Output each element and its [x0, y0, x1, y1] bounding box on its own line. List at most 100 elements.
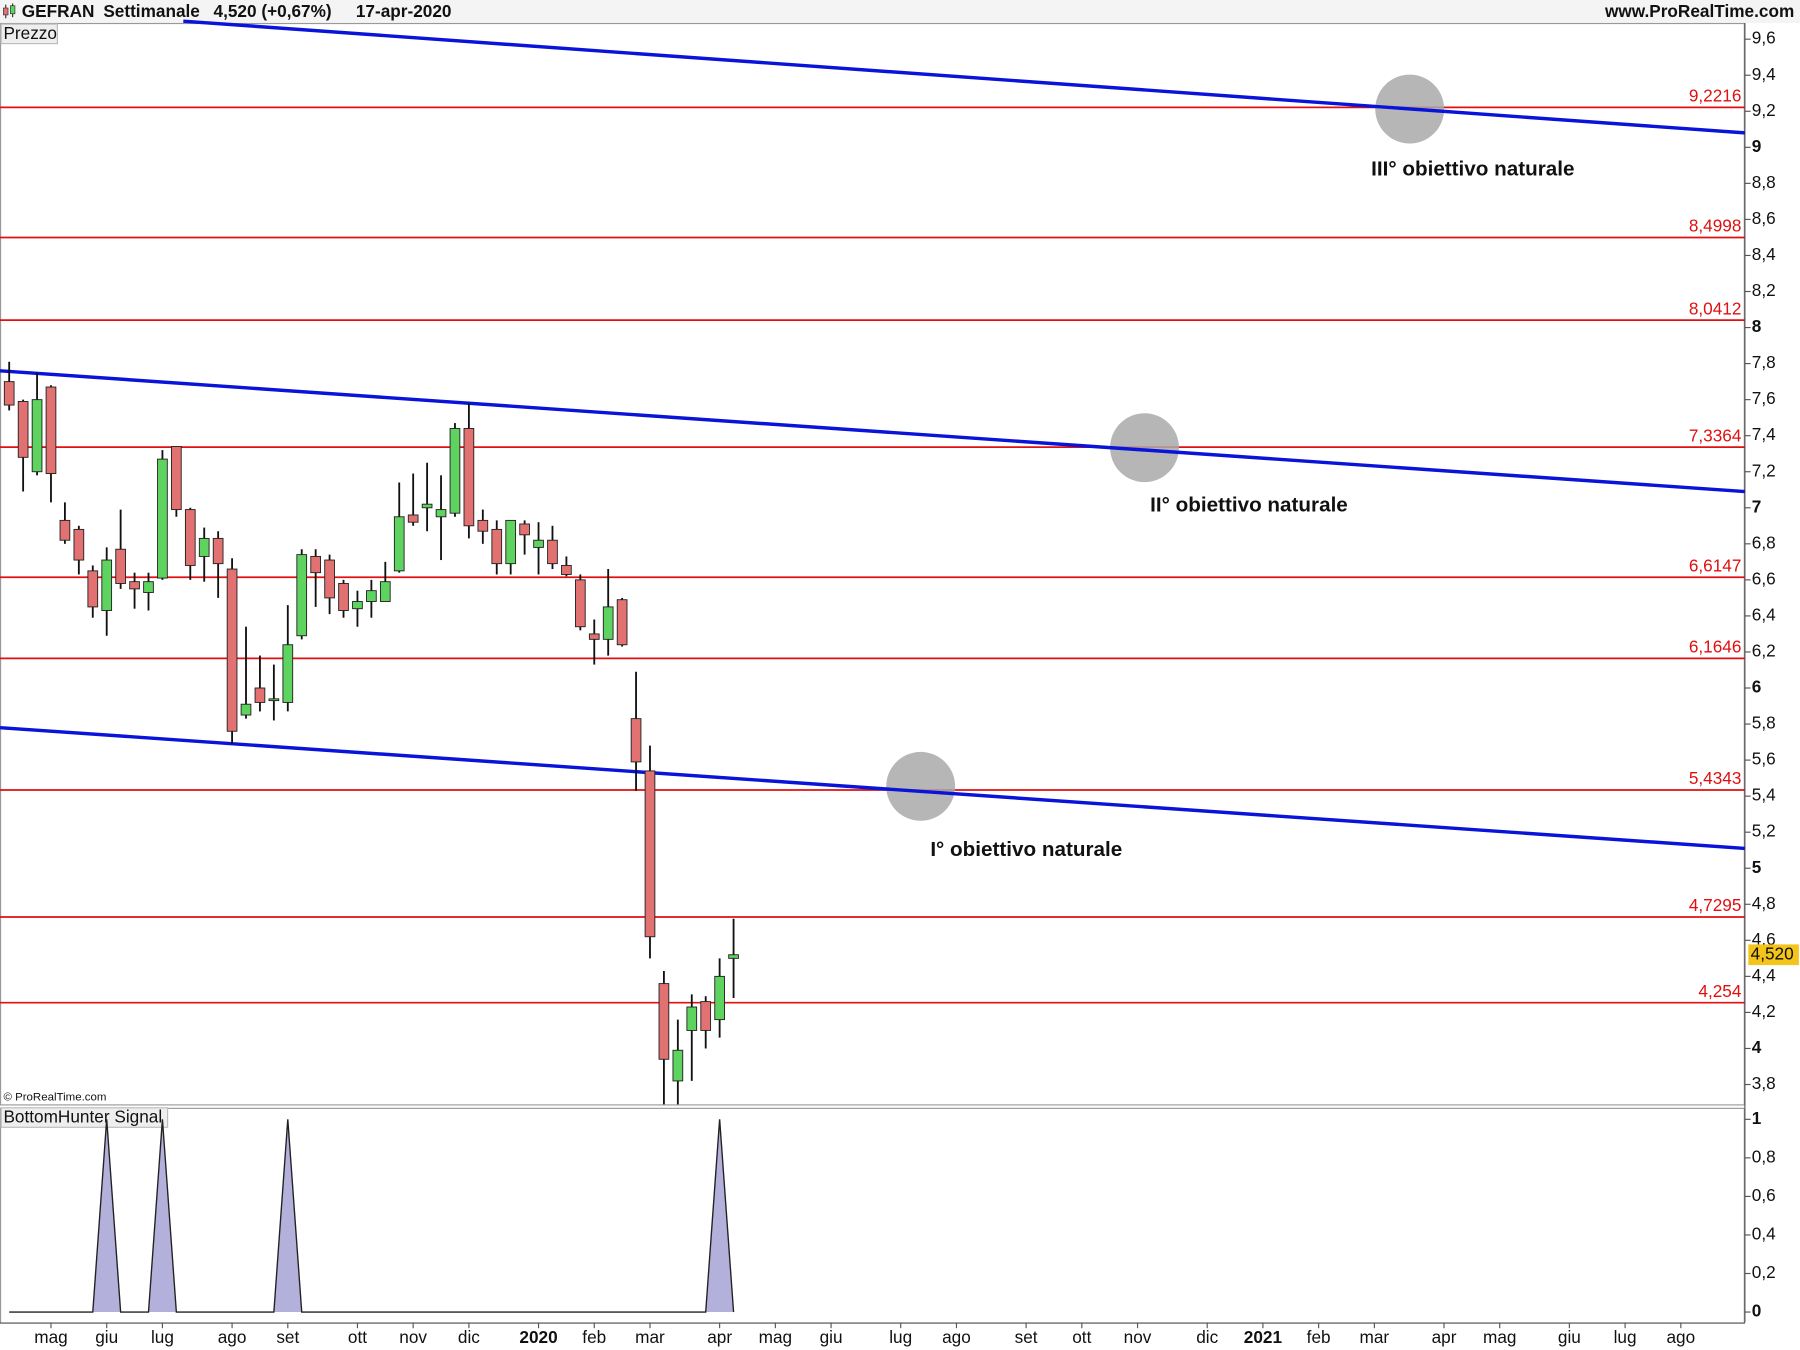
candle-body [477, 519, 489, 532]
copyright: © ProRealTime.com [3, 1091, 106, 1103]
candle-body [421, 503, 433, 509]
symbol: GEFRAN [22, 1, 95, 21]
panel-label: BottomHunter Signal [3, 1107, 162, 1127]
candle-body [31, 399, 43, 473]
level-label: 4,254 [1698, 981, 1741, 1001]
app-icon [3, 3, 16, 19]
y-tick-label: 4 [1752, 1037, 1762, 1057]
candle-body [310, 555, 321, 574]
y-tick-label: 9 [1752, 136, 1762, 156]
y-tick-label: 6,8 [1752, 532, 1776, 552]
y-tick-label: 6,2 [1752, 641, 1776, 661]
candle-body [700, 1001, 712, 1031]
x-tick-label: mag [759, 1327, 792, 1347]
y-tick-label: 6,6 [1752, 568, 1776, 588]
y-tick-label: 0,2 [1752, 1262, 1776, 1282]
x-tick-label: dic [1196, 1327, 1218, 1347]
x-tick-label: dic [458, 1327, 480, 1347]
y-tick-label: 6,4 [1752, 604, 1776, 624]
x-tick-label: nov [1124, 1327, 1152, 1347]
x-tick-label: set [276, 1327, 299, 1347]
candle-body [366, 590, 377, 602]
candle-body [463, 428, 475, 527]
level-label: 6,6147 [1689, 555, 1742, 575]
x-tick-label: mar [635, 1327, 665, 1347]
y-tick-label: 0 [1752, 1301, 1762, 1321]
level-label: 6,1646 [1689, 637, 1742, 657]
candle-body [547, 539, 558, 565]
candle-body [171, 446, 182, 511]
y-tick-label: 7,6 [1752, 388, 1776, 408]
x-tick-label: nov [399, 1327, 427, 1347]
y-tick-label: 4,6 [1752, 929, 1776, 949]
y-tick-label: 1 [1752, 1108, 1762, 1128]
candle-body [407, 514, 419, 523]
candle-body [240, 703, 252, 716]
candle-body [686, 1006, 698, 1031]
date: 17-apr-2020 [356, 1, 452, 21]
x-tick-label: giu [95, 1327, 118, 1347]
x-tick-label: mag [34, 1327, 67, 1347]
panel-label-box [0, 1107, 169, 1128]
candle-body [45, 386, 57, 474]
candle-body [505, 519, 517, 565]
candle-body [533, 539, 544, 548]
candle-body [324, 559, 335, 599]
y-tick-label: 4,2 [1752, 1001, 1776, 1021]
x-tick-label: ott [1072, 1327, 1091, 1347]
y-tick-label: 5,6 [1752, 749, 1776, 769]
level-label: 9,2216 [1689, 86, 1742, 106]
x-tick-label: ago [942, 1327, 971, 1347]
candle-body [17, 400, 29, 458]
y-tick-label: 7 [1752, 496, 1762, 516]
y-tick-label: 6 [1752, 677, 1762, 697]
y-tick-label: 5,2 [1752, 821, 1776, 841]
candle-body [101, 559, 113, 611]
candle-body [87, 570, 99, 608]
candle-body [59, 519, 71, 541]
candle-body [352, 601, 363, 610]
quote: 4,520 (+0,67%) [214, 1, 332, 21]
y-tick-label: 7,2 [1752, 460, 1776, 480]
x-tick-label: lug [1614, 1327, 1637, 1347]
last-price-label: 4,520 [1751, 943, 1794, 963]
candle-body [296, 554, 308, 637]
x-tick-label: giu [1558, 1327, 1581, 1347]
x-tick-label: lug [889, 1327, 912, 1347]
candle-body [198, 537, 210, 557]
candle-body [574, 579, 586, 628]
x-tick-label: apr [707, 1327, 732, 1347]
y-tick-label: 9,6 [1752, 28, 1776, 48]
level-label: 4,7295 [1689, 895, 1742, 915]
candle-body [282, 644, 294, 703]
candle-body [588, 633, 600, 640]
candle-body [212, 537, 224, 565]
candle-body [338, 583, 349, 611]
candle-body [184, 509, 196, 566]
annotation: III° obiettivo naturale [1371, 157, 1574, 180]
y-tick-label: 7,8 [1752, 352, 1776, 372]
x-tick-label: giu [820, 1327, 843, 1347]
candle-body [254, 687, 266, 703]
period: Settimanale [103, 1, 200, 21]
y-tick-label: 8 [1752, 316, 1762, 336]
candle-body [393, 516, 405, 572]
x-tick-label: ago [218, 1327, 247, 1347]
y-tick-label: 0,6 [1752, 1185, 1776, 1205]
candle-body [672, 1049, 684, 1082]
candle-body [3, 381, 15, 406]
candle-body [616, 599, 628, 646]
y-tick-label: 8,6 [1752, 208, 1776, 228]
candle-body [561, 564, 572, 575]
trendline [0, 725, 1746, 851]
level-label: 8,0412 [1689, 298, 1742, 318]
x-tick-label: ago [1666, 1327, 1695, 1347]
x-tick-label: feb [1307, 1327, 1331, 1347]
annotation: I° obiettivo naturale [930, 838, 1122, 861]
candle-body [115, 548, 126, 584]
y-tick-label: 8,8 [1752, 172, 1776, 192]
level-label: 8,4998 [1689, 216, 1742, 236]
